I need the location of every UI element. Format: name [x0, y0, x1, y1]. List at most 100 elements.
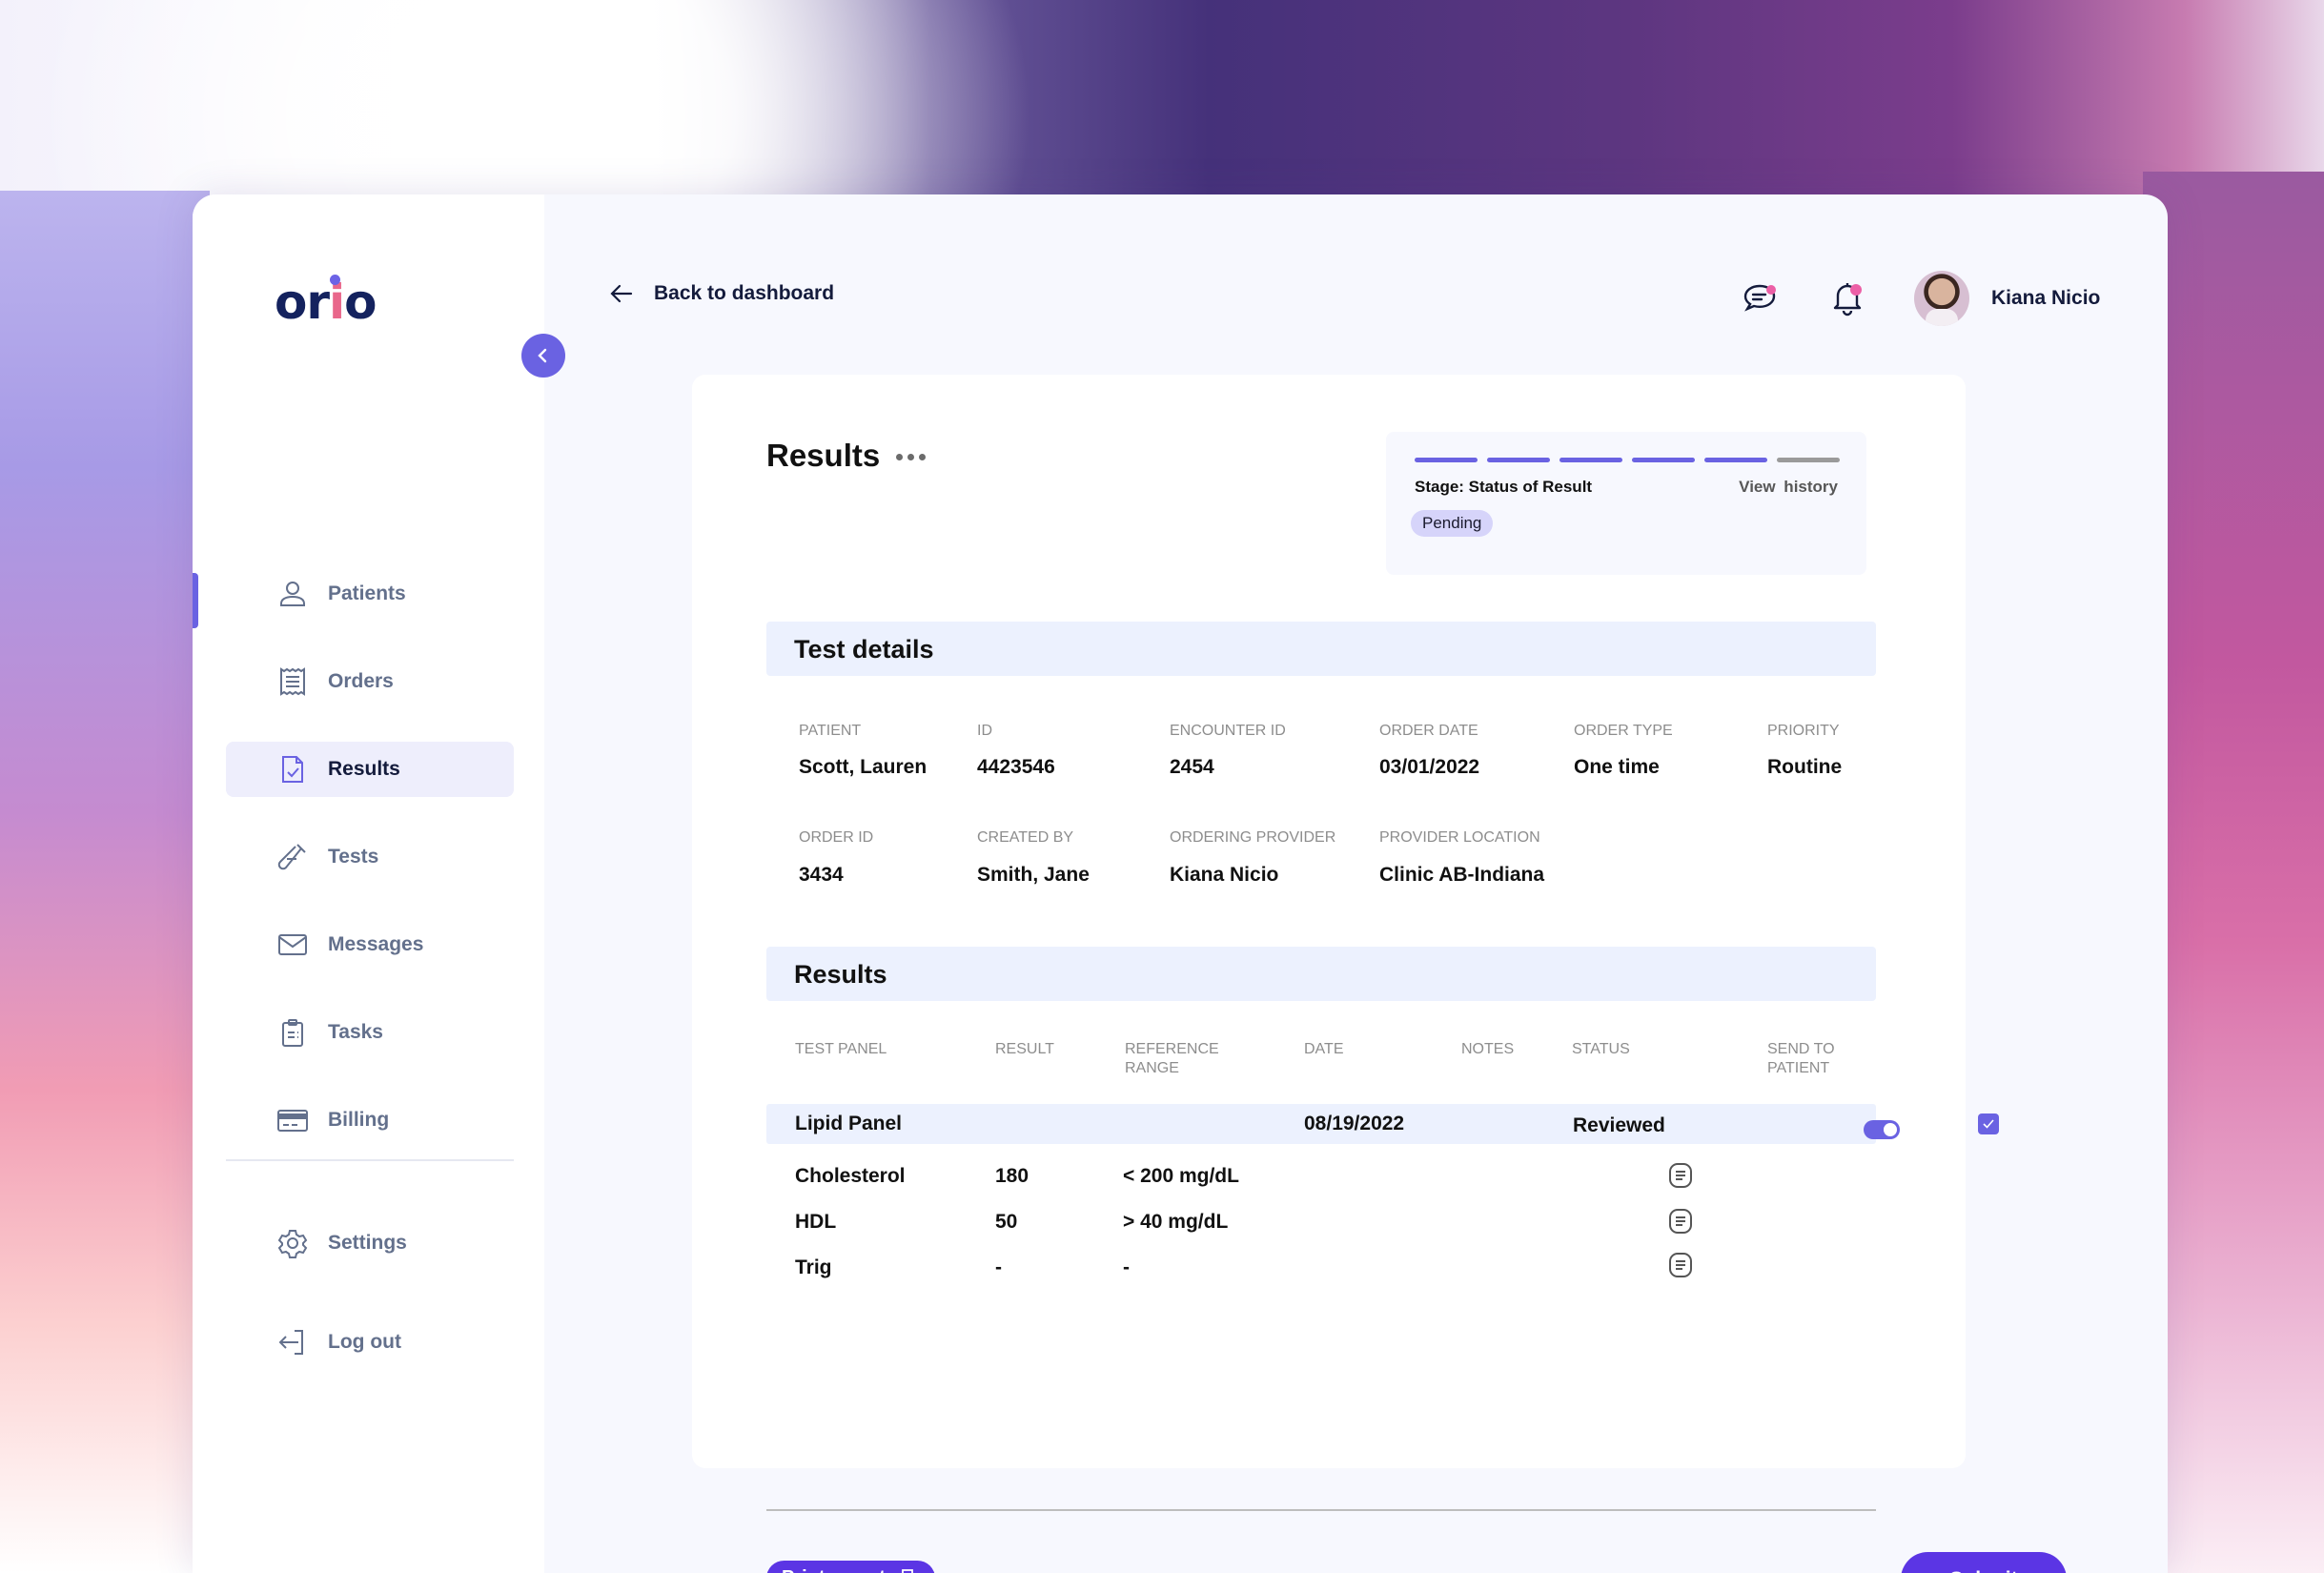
- sidebar-item-label: Log out: [328, 1331, 401, 1353]
- results-header: Results: [766, 947, 1876, 1001]
- header-line: Patient: [1767, 1060, 1830, 1076]
- test-result: -: [995, 1256, 1002, 1278]
- check-icon: [1983, 1119, 1994, 1129]
- test-range: -: [1123, 1256, 1130, 1278]
- reviewed-toggle[interactable]: [1864, 1120, 1900, 1139]
- test-name: Cholesterol: [795, 1165, 906, 1187]
- header-line: Range: [1125, 1060, 1179, 1076]
- progress-step: [1560, 458, 1622, 462]
- chat-icon[interactable]: [1741, 278, 1779, 317]
- field-label-patient: Patient: [799, 723, 862, 739]
- gear-icon: [277, 1230, 308, 1258]
- column-header-result: Result: [995, 1041, 1054, 1057]
- status-badge: Pending: [1411, 510, 1494, 537]
- credit-card-icon: [277, 1110, 308, 1132]
- stage-label: Stage: Status of Result: [1415, 478, 1593, 496]
- field-label-id: ID: [977, 723, 992, 739]
- sidebar-item-logout[interactable]: Log out: [226, 1315, 514, 1370]
- panel-date: 08/19/2022: [1304, 1113, 1405, 1134]
- orio-logo: orio: [275, 275, 377, 330]
- stage-status-panel: Stage: Status of Result View history Pen…: [1386, 432, 1866, 575]
- field-value-encounter-id: 2454: [1170, 756, 1214, 778]
- sidebar-item-orders[interactable]: Orders: [226, 654, 514, 709]
- app-window: orio Patients Orders Results Tests: [193, 194, 2168, 1573]
- sidebar-item-label: Patients: [328, 582, 406, 604]
- field-label-order-id: Order ID: [799, 829, 874, 846]
- stage-progress: [1415, 458, 1840, 462]
- test-tube-icon: [277, 844, 306, 870]
- panel-name: Lipid Panel: [795, 1113, 903, 1134]
- column-header-status: Status: [1572, 1041, 1630, 1057]
- envelope-icon: [278, 934, 307, 955]
- notes-icon[interactable]: [1668, 1252, 1693, 1278]
- test-range: > 40 mg/dL: [1123, 1211, 1229, 1233]
- test-details-header: Test details: [766, 622, 1876, 676]
- back-to-dashboard-link[interactable]: Back to dashboard: [610, 282, 834, 305]
- field-value-id: 4423546: [977, 756, 1055, 778]
- sidebar-item-results[interactable]: Results: [226, 742, 514, 797]
- chevron-left-icon: [538, 348, 547, 363]
- active-indicator: [193, 573, 198, 628]
- progress-step: [1415, 458, 1478, 462]
- sidebar-item-settings[interactable]: Settings: [226, 1216, 514, 1271]
- user-name[interactable]: Kiana Nicio: [1991, 287, 2101, 309]
- sidebar-item-tests[interactable]: Tests: [226, 829, 514, 885]
- sidebar-item-label: Tasks: [328, 1021, 383, 1043]
- sidebar-item-patients[interactable]: Patients: [226, 566, 514, 622]
- section-title: Test details: [794, 635, 934, 664]
- more-options-button[interactable]: [896, 454, 926, 460]
- column-header-send-to-patient: Send to Patient: [1767, 1040, 1835, 1078]
- sidebar-item-messages[interactable]: Messages: [226, 917, 514, 972]
- field-value-priority: Routine: [1767, 756, 1843, 778]
- column-header-reference-range: Reference Range: [1125, 1040, 1219, 1078]
- collapse-sidebar-button[interactable]: [521, 334, 565, 378]
- sidebar-item-label: Settings: [328, 1232, 407, 1254]
- avatar[interactable]: [1914, 271, 1969, 326]
- send-to-patient-checkbox[interactable]: [1978, 1113, 1999, 1134]
- test-result: 50: [995, 1211, 1018, 1233]
- header-line: Send to: [1767, 1041, 1835, 1057]
- sidebar-item-label: Orders: [328, 670, 394, 692]
- submit-button[interactable]: Submit: [1901, 1552, 2067, 1573]
- sidebar-item-label: Messages: [328, 933, 424, 955]
- sidebar-item-billing[interactable]: Billing: [226, 1093, 514, 1148]
- results-card: Results Stage: Status of Result View his…: [692, 375, 2067, 1573]
- back-label: Back to dashboard: [654, 282, 835, 304]
- dot-icon: [919, 454, 926, 460]
- test-range: < 200 mg/dL: [1123, 1165, 1239, 1187]
- receipt-icon: [280, 667, 305, 696]
- field-value-ordering-provider: Kiana Nicio: [1170, 864, 1279, 886]
- field-value-provider-location: Clinic AB-Indiana: [1379, 864, 1545, 886]
- progress-step: [1704, 458, 1767, 462]
- dot-icon: [896, 454, 903, 460]
- notes-icon[interactable]: [1668, 1162, 1693, 1189]
- sidebar-divider: [226, 1159, 514, 1161]
- field-label-encounter-id: Encounter ID: [1170, 723, 1286, 739]
- sidebar-item-label: Tests: [328, 846, 379, 868]
- bell-icon[interactable]: [1828, 278, 1866, 317]
- page-title: Results: [766, 438, 881, 473]
- arrow-left-icon: [610, 284, 633, 303]
- print-report-label: Print report: [782, 1567, 886, 1573]
- field-label-created-by: Created By: [977, 829, 1074, 846]
- submit-label: Submit: [1949, 1568, 2017, 1573]
- progress-step: [1487, 458, 1550, 462]
- field-value-order-type: One time: [1574, 756, 1660, 778]
- field-value-order-id: 3434: [799, 864, 844, 886]
- sidebar-item-label: Results: [328, 758, 400, 780]
- sidebar: orio Patients Orders Results Tests: [193, 194, 544, 1573]
- dot-icon: [907, 454, 914, 460]
- view-history-link[interactable]: View history: [1739, 478, 1838, 496]
- section-title: Results: [794, 960, 887, 989]
- column-header-notes: Notes: [1461, 1041, 1515, 1057]
- background-right: [2143, 172, 2324, 1573]
- progress-step: [1777, 458, 1840, 462]
- sidebar-item-tasks[interactable]: Tasks: [226, 1005, 514, 1060]
- print-report-button[interactable]: Print report: [766, 1561, 935, 1573]
- header-line: Reference: [1125, 1041, 1219, 1057]
- clipboard-icon: [282, 1019, 303, 1047]
- notes-icon[interactable]: [1668, 1208, 1693, 1235]
- field-label-priority: Priority: [1767, 723, 1840, 739]
- results-divider: [766, 1509, 1876, 1511]
- field-label-order-type: Order Type: [1574, 723, 1673, 739]
